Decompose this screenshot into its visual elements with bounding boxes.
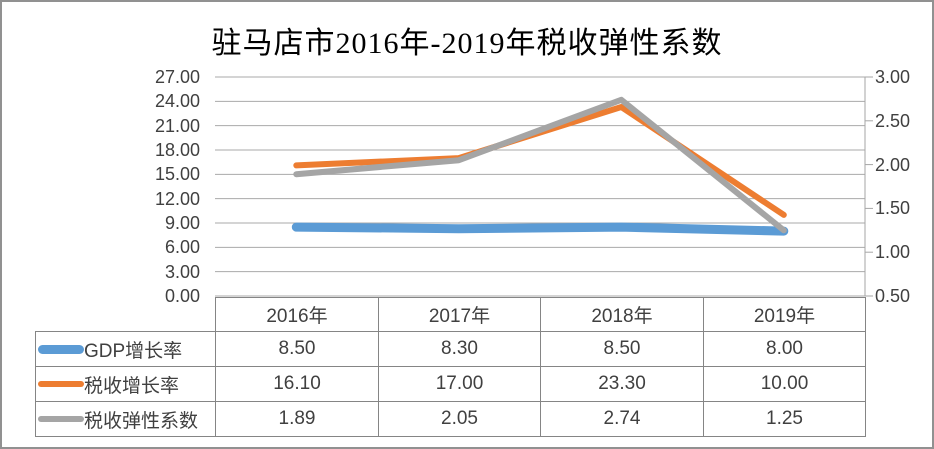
table-header-row: 2016年 2017年 2018年 2019年 (36, 297, 866, 332)
tax-growth-series-swatch-icon (38, 381, 84, 387)
right-axis-tick-label: 1.50 (875, 198, 911, 219)
left-axis-tick-label: 21.00 (154, 115, 200, 136)
right-axis-tick-label: 1.00 (875, 242, 911, 263)
left-axis-tick-label: 9.00 (164, 213, 200, 233)
value-cell: 8.50 (540, 331, 704, 367)
value-cell: 16.10 (215, 366, 379, 402)
right-axis-tick-label: 0.50 (875, 286, 911, 306)
legend-label: 税收增长率 (84, 375, 180, 397)
value-cell: 8.50 (215, 331, 379, 367)
elasticity-series-swatch-icon (38, 416, 84, 422)
table-corner-cell (36, 298, 216, 332)
year-header-cell: 2018年 (540, 297, 704, 332)
left-axis-tick-label: 18.00 (154, 140, 200, 160)
left-axis-tick-label: 24.00 (154, 91, 200, 112)
plot-area (215, 76, 873, 297)
gdp-series-swatch-icon (38, 344, 84, 354)
right-axis-tick-label: 3.00 (875, 67, 911, 87)
right-axis-tick-label: 2.00 (875, 154, 911, 175)
legend-cell: 税收弹性系数 (35, 401, 216, 437)
legend-cell: GDP增长率 (35, 331, 216, 367)
left-axis-tick-label: 6.00 (164, 237, 200, 258)
left-axis-tick-label: 12.00 (154, 188, 200, 209)
right-axis-tick-label: 2.50 (875, 110, 911, 131)
value-cell: 10.00 (703, 366, 866, 402)
left-axis-tick-label: 3.00 (164, 261, 200, 282)
value-cell: 1.25 (703, 401, 866, 437)
left-axis-tick-label: 15.00 (154, 164, 200, 185)
chart-title: 驻马店市2016年-2019年税收弹性系数 (211, 27, 723, 60)
value-cell: 2.74 (540, 401, 704, 437)
table-row: 税收增长率 16.10 17.00 23.30 10.00 (35, 366, 866, 402)
legend-label: GDP增长率 (84, 340, 183, 362)
value-cell: 2.05 (378, 401, 541, 437)
left-axis-tick-label: 27.00 (154, 67, 200, 87)
value-cell: 8.00 (703, 331, 866, 367)
year-header-cell: 2016年 (215, 297, 379, 332)
table-row: GDP增长率 8.50 8.30 8.50 8.00 (35, 331, 866, 367)
table-row: 税收弹性系数 1.89 2.05 2.74 1.25 (35, 401, 866, 437)
data-table: 2016年 2017年 2018年 2019年 GDP增长率 8.50 8.30… (35, 297, 866, 437)
value-cell: 8.30 (378, 331, 541, 367)
legend-cell: 税收增长率 (35, 366, 216, 402)
year-header-cell: 2019年 (703, 297, 866, 332)
year-header-cell: 2017年 (378, 297, 541, 332)
value-cell: 23.30 (540, 366, 704, 402)
value-cell: 17.00 (378, 366, 541, 402)
left-axis-tick-label: 0.00 (164, 286, 200, 306)
legend-label: 税收弹性系数 (84, 410, 199, 432)
value-cell: 1.89 (215, 401, 379, 437)
